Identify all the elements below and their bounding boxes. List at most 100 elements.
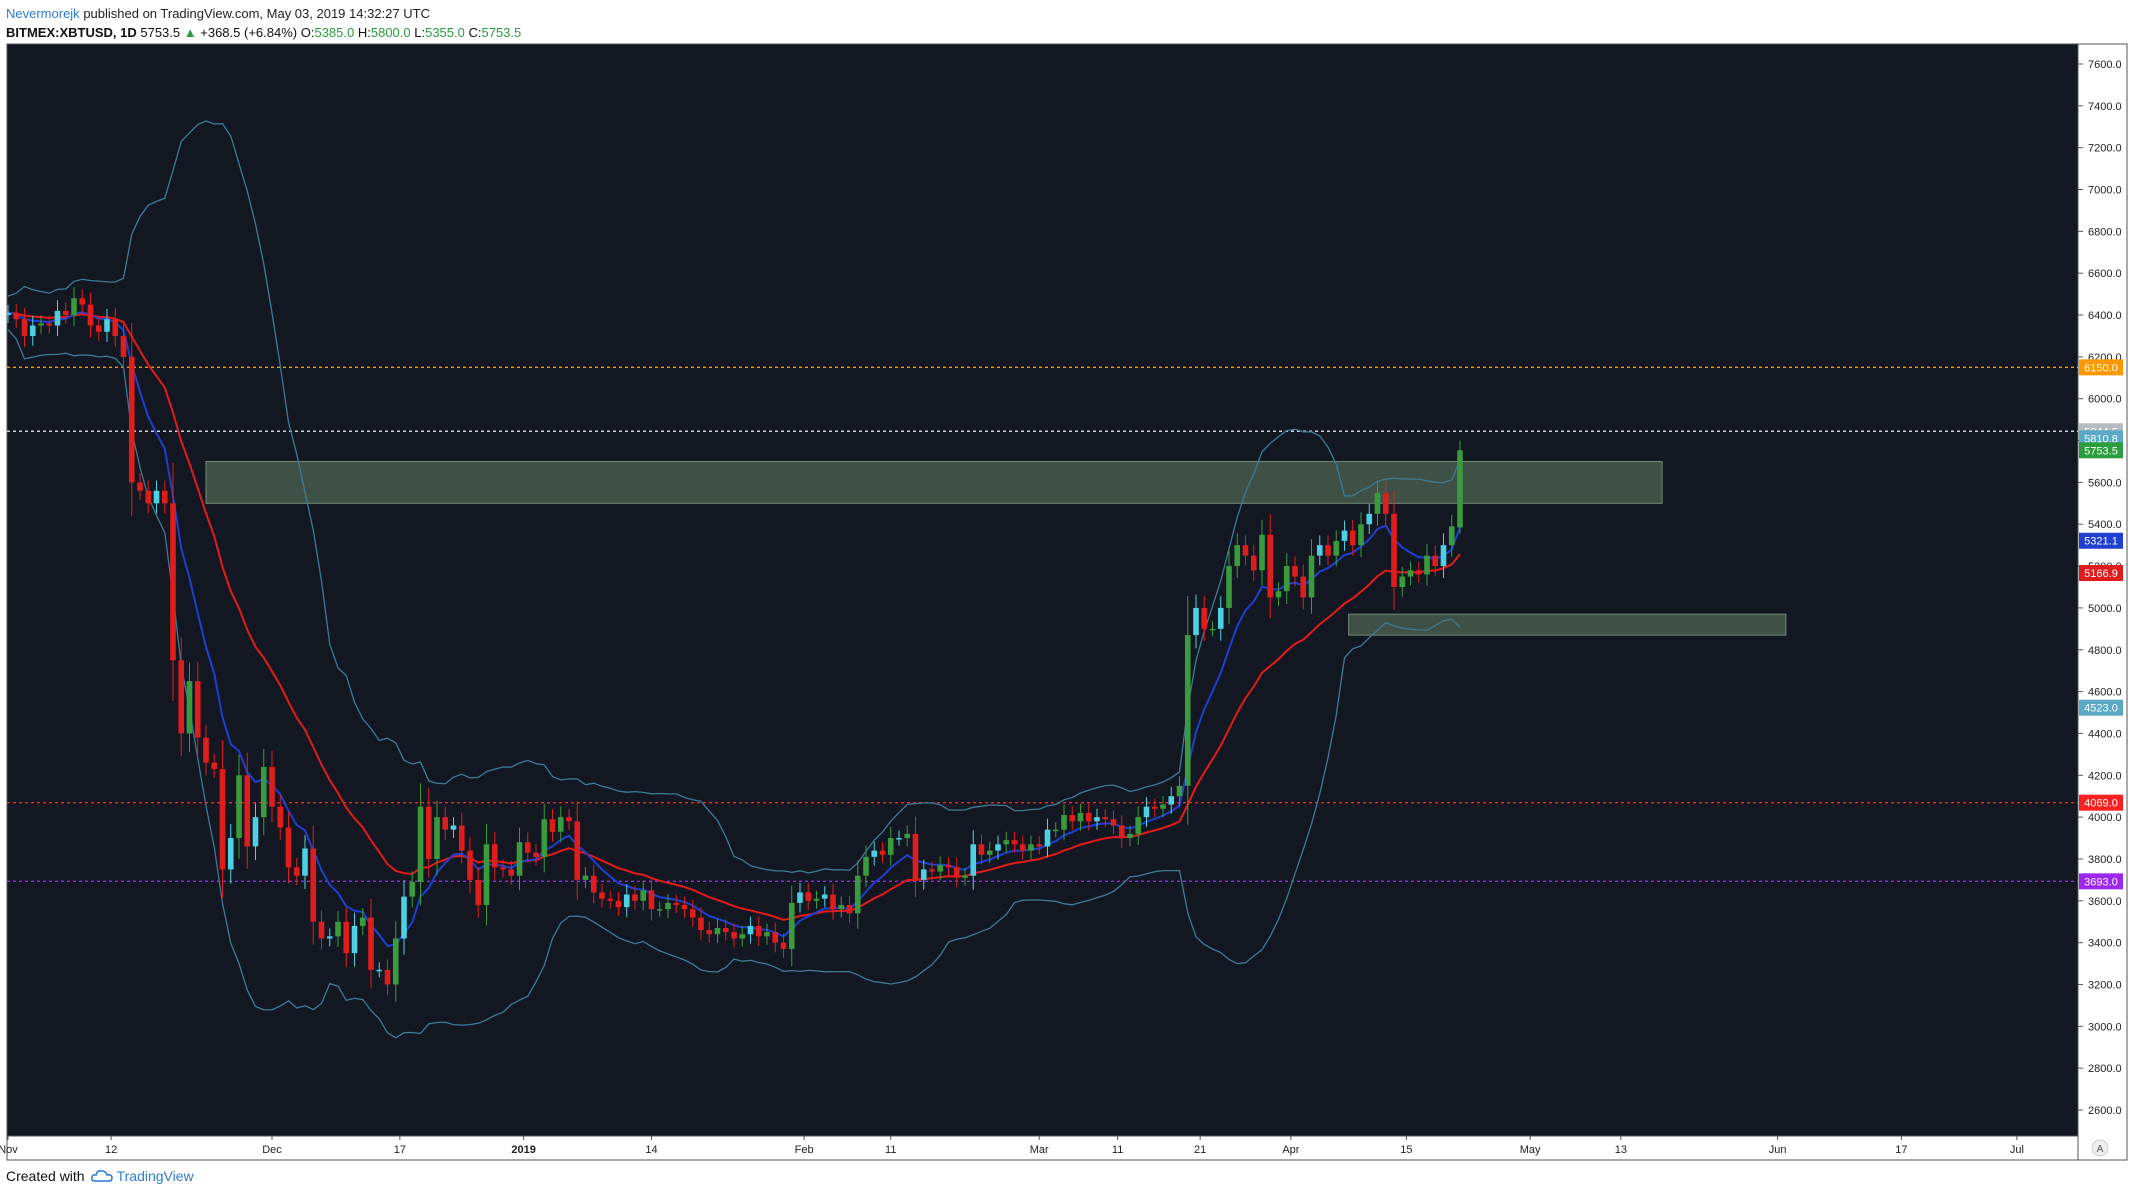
candle-body[interactable] (1184, 635, 1191, 786)
tradingview-logo[interactable]: TradingView (90, 1168, 194, 1184)
candle-body[interactable] (623, 894, 630, 908)
candle-body[interactable] (1259, 534, 1265, 571)
candle-body[interactable] (434, 817, 440, 859)
candle-body[interactable] (599, 892, 605, 899)
candle-body[interactable] (178, 660, 185, 734)
candle-body[interactable] (1407, 570, 1414, 577)
candle-body[interactable] (632, 894, 638, 901)
candle-body[interactable] (79, 298, 86, 305)
candle-body[interactable] (1358, 524, 1364, 546)
candle-body[interactable] (1366, 513, 1373, 525)
candle-body[interactable] (1003, 840, 1010, 845)
candle-body[interactable] (1349, 530, 1356, 546)
candle-body[interactable] (813, 898, 820, 901)
candle-body[interactable] (1193, 607, 1199, 636)
candle-body[interactable] (830, 894, 836, 910)
price-axis[interactable] (2078, 44, 2127, 1160)
candle-body[interactable] (442, 817, 449, 830)
candle-body[interactable] (170, 503, 176, 661)
candle-body[interactable] (1292, 566, 1298, 577)
candle-body[interactable] (986, 850, 993, 855)
candle-body[interactable] (343, 921, 350, 954)
candle-body[interactable] (302, 848, 308, 876)
candle-body[interactable] (450, 825, 457, 830)
candle-body[interactable] (1077, 812, 1084, 822)
candle-body[interactable] (458, 825, 465, 851)
candle-body[interactable] (557, 817, 564, 832)
candle-body[interactable] (203, 737, 209, 763)
candle-body[interactable] (1300, 576, 1307, 598)
candle-body[interactable] (681, 904, 688, 910)
candle-body[interactable] (797, 892, 803, 903)
candle-body[interactable] (1127, 833, 1133, 839)
candle-body[interactable] (120, 335, 127, 357)
candle-body[interactable] (1242, 545, 1249, 556)
candle-body[interactable] (541, 819, 548, 857)
candle-body[interactable] (227, 838, 234, 870)
candle-body[interactable] (161, 490, 168, 504)
candle-body[interactable] (475, 879, 482, 905)
candle-body[interactable] (1019, 844, 1026, 851)
candle-body[interactable] (5, 312, 11, 316)
candle-body[interactable] (409, 881, 416, 897)
candle-body[interactable] (186, 681, 193, 734)
candle-body[interactable] (722, 927, 729, 933)
candle-body[interactable] (590, 875, 597, 893)
candle-body[interactable] (1028, 844, 1034, 851)
candle-body[interactable] (970, 844, 977, 876)
candle-body[interactable] (13, 312, 20, 320)
candle-body[interactable] (1275, 591, 1282, 598)
candle-body[interactable] (1226, 566, 1232, 608)
candle-body[interactable] (269, 766, 275, 807)
candle-body[interactable] (1011, 840, 1018, 845)
plot-area[interactable] (7, 44, 2078, 1136)
candle-body[interactable] (846, 904, 853, 914)
candle-body[interactable] (764, 932, 770, 937)
candle-body[interactable] (236, 775, 242, 839)
candle-body[interactable] (491, 844, 498, 868)
candle-body[interactable] (95, 325, 102, 332)
candle-body[interactable] (1391, 513, 1397, 587)
candle-body[interactable] (574, 821, 581, 880)
candle-body[interactable] (731, 932, 737, 939)
candle-body[interactable] (112, 319, 119, 336)
candle-body[interactable] (1209, 628, 1216, 631)
candle-body[interactable] (1061, 815, 1067, 830)
candle-body[interactable] (871, 850, 878, 857)
candle-body[interactable] (335, 921, 341, 937)
candle-body[interactable] (1102, 817, 1109, 820)
candle-body[interactable] (689, 909, 696, 918)
candle-body[interactable] (1440, 545, 1447, 567)
author-link[interactable]: Nevermorejk (6, 6, 80, 21)
candle-body[interactable] (656, 909, 663, 911)
zone-rect[interactable] (205, 460, 1663, 504)
candle-body[interactable] (945, 865, 952, 868)
candle-body[interactable] (1135, 817, 1142, 834)
candle-body[interactable] (392, 938, 399, 985)
candle-body[interactable] (277, 806, 284, 828)
candle-body[interactable] (384, 969, 391, 985)
candle-body[interactable] (912, 833, 919, 880)
candle-body[interactable] (879, 850, 886, 855)
candle-body[interactable] (805, 892, 812, 901)
candle-body[interactable] (1399, 576, 1406, 587)
candle-body[interactable] (673, 902, 680, 905)
candle-body[interactable] (1316, 545, 1323, 556)
time-axis[interactable] (7, 1136, 2078, 1160)
candle-body[interactable] (962, 875, 968, 878)
candle-body[interactable] (1250, 555, 1257, 571)
candle-body[interactable] (54, 310, 61, 326)
candle-body[interactable] (665, 902, 671, 910)
candle-body[interactable] (1283, 566, 1290, 592)
candle-body[interactable] (615, 900, 622, 908)
candle-body[interactable] (359, 917, 366, 926)
candle-body[interactable] (1333, 540, 1340, 556)
auto-scale-button[interactable] (2091, 1139, 2109, 1157)
candle-body[interactable] (425, 806, 432, 859)
candle-body[interactable] (244, 775, 251, 847)
candle-body[interactable] (1036, 844, 1043, 847)
candle-body[interactable] (211, 762, 218, 770)
candle-body[interactable] (920, 869, 927, 880)
candle-body[interactable] (1308, 555, 1315, 598)
